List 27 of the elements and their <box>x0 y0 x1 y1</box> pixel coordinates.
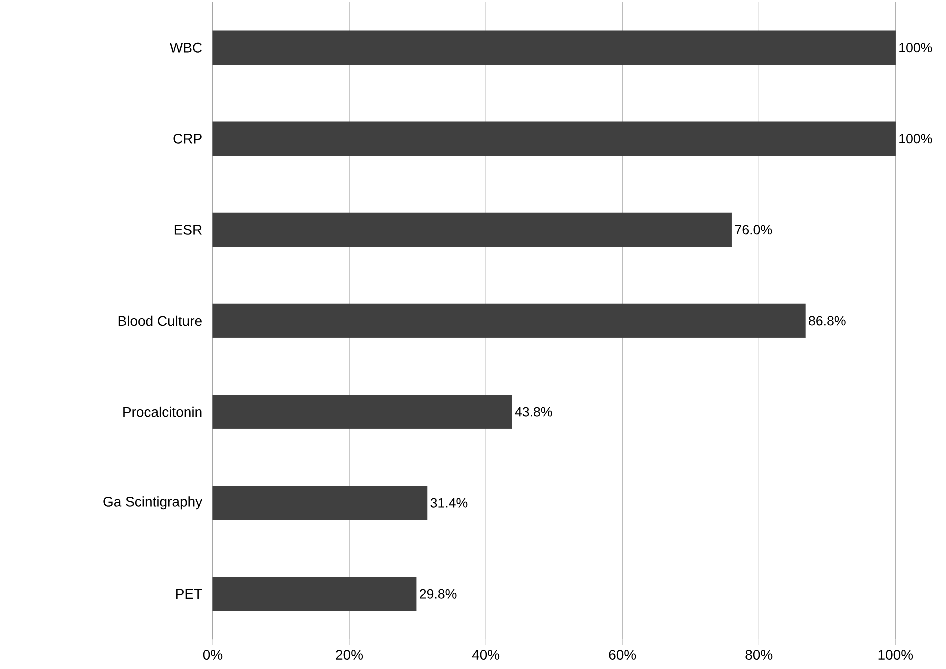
data-label: 100% <box>900 43 932 53</box>
data-label: 76.0% <box>735 225 772 235</box>
x-tick-label: 100% <box>878 650 914 660</box>
y-tick-label: Blood Culture <box>118 316 202 326</box>
bar <box>212 30 896 65</box>
y-tick-label: WBC <box>170 42 202 53</box>
bar <box>212 577 417 612</box>
bar <box>212 122 896 156</box>
data-label: 86.8% <box>809 316 846 326</box>
x-tick-label: 80% <box>746 650 773 660</box>
bar <box>212 304 806 338</box>
y-tick-label: Ga Scintigraphy <box>104 496 203 510</box>
x-tick-label: 0% <box>203 650 223 660</box>
x-tick-label: 20% <box>336 650 364 660</box>
data-label: 43.8% <box>515 407 552 417</box>
bar <box>212 212 732 248</box>
x-tick-label: 40% <box>472 650 500 660</box>
data-label: 100% <box>900 134 932 144</box>
bar <box>212 394 512 430</box>
y-tick-label: CRP <box>174 134 202 144</box>
x-tick-label: 60% <box>609 650 636 660</box>
y-tick-label: Procalcitonin <box>124 406 202 418</box>
data-label: 29.8% <box>420 589 457 599</box>
data-label: 31.4% <box>430 498 468 508</box>
bar <box>212 486 428 520</box>
y-tick-label: PET <box>176 589 202 599</box>
y-tick-label: ESR <box>174 225 202 235</box>
